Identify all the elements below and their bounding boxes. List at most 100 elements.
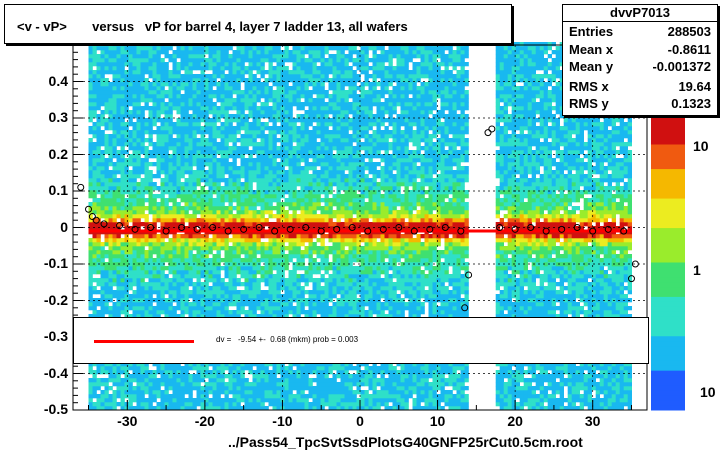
heatmap-cell <box>212 246 217 251</box>
heatmap-cell <box>232 250 237 255</box>
heatmap-cell <box>108 186 113 191</box>
heatmap-cell <box>256 94 261 99</box>
heatmap-cell <box>156 310 161 315</box>
heatmap-cell <box>180 118 185 123</box>
heatmap-cell <box>104 46 109 51</box>
heatmap-cell <box>284 94 289 99</box>
heatmap-cell <box>280 70 285 75</box>
heatmap-cell <box>144 158 149 163</box>
heatmap-cell <box>224 282 229 287</box>
heatmap-cell <box>312 162 317 167</box>
heatmap-cell <box>284 266 289 271</box>
heatmap-cell <box>184 182 189 187</box>
heatmap-cell <box>176 182 181 187</box>
heatmap-cell <box>236 238 241 243</box>
heatmap-cell <box>184 406 189 411</box>
heatmap-cell <box>284 310 289 315</box>
heatmap-cell <box>192 90 197 95</box>
heatmap-cell <box>284 134 289 139</box>
heatmap-cell <box>156 282 161 287</box>
heatmap-cell <box>88 270 93 275</box>
heatmap-cell <box>140 134 145 139</box>
heatmap-cell <box>100 174 105 179</box>
heatmap-cell <box>256 294 261 299</box>
heatmap-cell <box>320 382 325 387</box>
heatmap-cell <box>168 398 173 403</box>
heatmap-cell <box>276 58 281 63</box>
heatmap-cell <box>148 74 153 79</box>
heatmap-cell <box>152 242 157 247</box>
heatmap-cell <box>164 70 169 75</box>
heatmap-cell <box>268 98 273 103</box>
heatmap-cell <box>220 158 225 163</box>
heatmap-cell <box>100 134 105 139</box>
heatmap-cell <box>292 406 297 411</box>
heatmap-cell <box>228 186 233 191</box>
heatmap-cell <box>172 226 177 231</box>
heatmap-cell <box>268 402 273 407</box>
heatmap-cell <box>136 162 141 167</box>
heatmap-cell <box>140 194 145 199</box>
heatmap-cell <box>240 214 245 219</box>
heatmap-cell <box>132 366 137 371</box>
heatmap-cell <box>252 390 257 395</box>
heatmap-cell <box>248 286 253 291</box>
heatmap-cell <box>140 66 145 71</box>
heatmap-cell <box>148 306 153 311</box>
heatmap-cell <box>232 310 237 315</box>
heatmap-cell <box>176 294 181 299</box>
heatmap-cell <box>176 78 181 83</box>
heatmap-cell <box>232 54 237 59</box>
heatmap-cell <box>176 62 181 67</box>
heatmap-cell <box>204 270 209 275</box>
heatmap-cell <box>192 46 197 51</box>
heatmap-cell <box>316 310 321 315</box>
heatmap-cell <box>256 178 261 183</box>
heatmap-cell <box>224 142 229 147</box>
heatmap-cell <box>184 150 189 155</box>
heatmap-cell <box>128 198 133 203</box>
heatmap-cell <box>208 154 213 159</box>
heatmap-cell <box>316 154 321 159</box>
heatmap-cell <box>248 50 253 55</box>
heatmap-cell <box>240 138 245 143</box>
heatmap-cell <box>188 394 193 399</box>
heatmap-cell <box>292 294 297 299</box>
heatmap-cell <box>196 98 201 103</box>
heatmap-cell <box>248 266 253 271</box>
heatmap-cell <box>200 110 205 115</box>
heatmap-cell <box>140 166 145 171</box>
heatmap-cell <box>232 246 237 251</box>
heatmap-cell <box>240 218 245 223</box>
heatmap-cell <box>204 258 209 263</box>
heatmap-cell <box>192 202 197 207</box>
heatmap-cell <box>256 406 261 411</box>
heatmap-cell <box>188 82 193 87</box>
heatmap-cell <box>232 126 237 131</box>
heatmap-cell <box>324 386 329 391</box>
heatmap-cell <box>252 290 257 295</box>
heatmap-cell <box>188 130 193 135</box>
heatmap-cell <box>136 74 141 79</box>
heatmap-cell <box>140 202 145 207</box>
heatmap-cell <box>160 90 165 95</box>
heatmap-cell <box>212 214 217 219</box>
heatmap-cell <box>136 382 141 387</box>
heatmap-cell <box>252 198 257 203</box>
heatmap-cell <box>164 166 169 171</box>
heatmap-cell <box>248 150 253 155</box>
heatmap-cell <box>240 238 245 243</box>
heatmap-cell <box>264 102 269 107</box>
heatmap-cell <box>312 202 317 207</box>
heatmap-cell <box>164 190 169 195</box>
heatmap-cell <box>180 278 185 283</box>
heatmap-cell <box>272 102 277 107</box>
heatmap-cell <box>140 86 145 91</box>
heatmap-cell <box>112 190 117 195</box>
heatmap-cell <box>284 162 289 167</box>
heatmap-cell <box>268 78 273 83</box>
heatmap-cell <box>220 294 225 299</box>
heatmap-cell <box>232 62 237 67</box>
heatmap-cell <box>304 138 309 143</box>
heatmap-cell <box>176 398 181 403</box>
